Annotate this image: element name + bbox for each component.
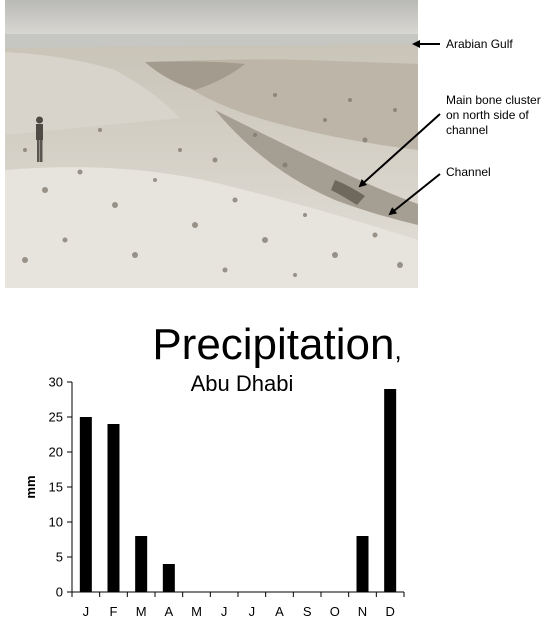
x-tick-label-5: J bbox=[221, 604, 228, 619]
y-tick-label-15: 15 bbox=[49, 480, 63, 495]
chart-subtitle: Abu Dhabi bbox=[190, 371, 294, 396]
gulf-water bbox=[5, 34, 418, 48]
y-tick-label-10: 10 bbox=[49, 515, 63, 530]
y-tick-label-0: 0 bbox=[56, 585, 63, 600]
sky bbox=[5, 0, 418, 40]
precipitation-bar-chart: 0 5 10 15 20 25 30 mm J F M A M J J A S O N D bbox=[23, 375, 405, 619]
annotation-channel: Channel bbox=[446, 165, 491, 179]
y-tick-label-25: 25 bbox=[49, 410, 63, 425]
x-tick-label-3: A bbox=[164, 604, 173, 619]
y-tick-label-20: 20 bbox=[49, 445, 63, 460]
x-tick-label-1: F bbox=[110, 604, 118, 619]
right-ridge bbox=[155, 59, 418, 151]
y-tick-label-30: 30 bbox=[49, 375, 63, 390]
bar-2 bbox=[135, 536, 148, 592]
x-tick-label-10: N bbox=[358, 604, 367, 619]
x-tick-label-7: A bbox=[275, 604, 284, 619]
bar-1 bbox=[107, 424, 120, 592]
photo-illustration bbox=[5, 0, 418, 288]
bone-cluster bbox=[331, 180, 365, 205]
x-tick-label-0: J bbox=[83, 604, 90, 619]
bar-11 bbox=[384, 389, 397, 592]
chart-title-text: Precipitation bbox=[152, 320, 395, 369]
chart-title: Precipitation, bbox=[0, 318, 554, 372]
x-tick-label-6: J bbox=[249, 604, 256, 619]
y-axis-label: mm bbox=[23, 475, 38, 498]
x-tick-label-2: M bbox=[136, 604, 147, 619]
foreground bbox=[5, 167, 418, 288]
distant-valley bbox=[145, 61, 245, 90]
channel-shadow bbox=[215, 110, 418, 225]
y-tick-label-5: 5 bbox=[56, 550, 63, 565]
x-tick-label-8: S bbox=[303, 604, 312, 619]
x-tick-label-9: O bbox=[330, 604, 340, 619]
landscape-photo bbox=[5, 0, 418, 288]
left-dune bbox=[5, 52, 180, 135]
shrubs bbox=[22, 93, 403, 277]
bar-3 bbox=[162, 564, 175, 592]
chart-title-suffix: , bbox=[394, 335, 402, 365]
annotation-bone-cluster: Main bone cluster on north side of chann… bbox=[446, 93, 541, 137]
annotation-arabian-gulf: Arabian Gulf bbox=[446, 37, 513, 51]
bar-0 bbox=[79, 417, 92, 592]
x-tick-label-11: D bbox=[385, 604, 394, 619]
bar-10 bbox=[356, 536, 369, 592]
x-tick-label-4: M bbox=[191, 604, 202, 619]
person-figure bbox=[36, 116, 43, 162]
